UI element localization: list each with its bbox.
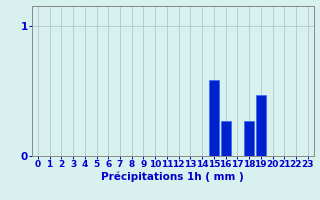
X-axis label: Précipitations 1h ( mm ): Précipitations 1h ( mm ): [101, 172, 244, 182]
Bar: [209, 80, 219, 156]
Bar: [220, 121, 231, 156]
Bar: [244, 121, 254, 156]
Bar: [256, 95, 266, 156]
